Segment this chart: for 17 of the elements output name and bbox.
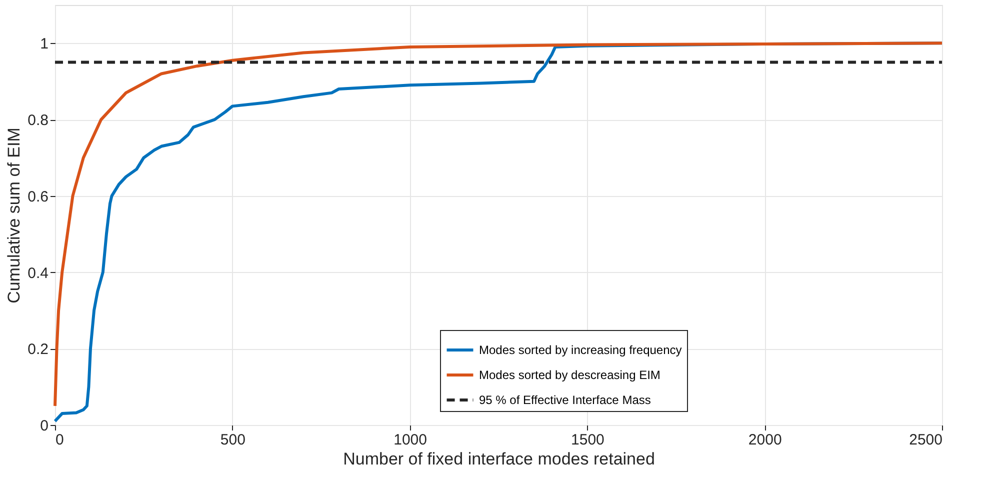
y-tick-label: 1 [40, 36, 48, 53]
legend-label: 95 % of Effective Interface Mass [479, 393, 651, 407]
y-tick-label: 0.6 [28, 188, 48, 206]
y-tick-label: 0 [40, 418, 48, 434]
x-tick-label: 0 [56, 432, 64, 448]
y-tick-label: 0.4 [28, 264, 48, 282]
legend-label: Modes sorted by descreasing EIM [479, 368, 660, 382]
x-tick-label: 1500 [571, 432, 604, 448]
x-axis-title: Number of fixed interface modes retained [343, 450, 655, 468]
x-tick-label: 2500 [909, 432, 942, 448]
y-tick-label: 0.2 [28, 341, 48, 358]
y-tick-label: 0.8 [28, 112, 48, 130]
x-tick-label: 1000 [394, 432, 427, 448]
x-tick-label: 500 [220, 432, 246, 448]
y-axis-title: Cumulative sum of EIM [4, 128, 24, 304]
legend-label: Modes sorted by increasing frequency [479, 343, 682, 357]
x-tick-label: 2000 [748, 432, 782, 448]
